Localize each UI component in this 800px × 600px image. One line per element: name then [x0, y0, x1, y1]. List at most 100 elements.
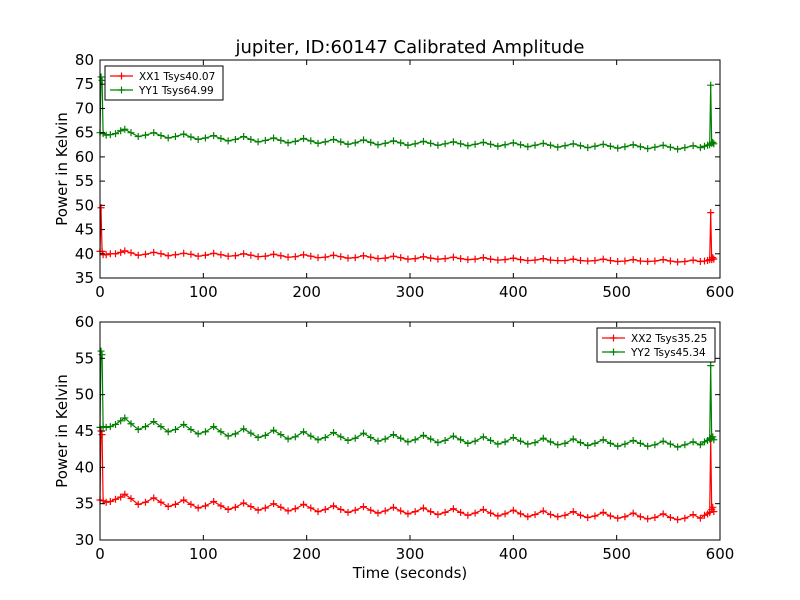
data-point [666, 257, 674, 265]
data-point [554, 257, 562, 265]
data-point [201, 134, 209, 142]
data-point [247, 429, 255, 437]
data-point [389, 252, 397, 260]
data-point [449, 253, 457, 261]
data-point [487, 436, 495, 444]
data-point [636, 439, 644, 447]
data-point [707, 81, 715, 89]
data-point [164, 503, 172, 511]
y-tick-label: 40 [75, 458, 94, 476]
data-point [374, 141, 382, 149]
data-point [696, 514, 704, 522]
data-point [606, 512, 614, 520]
data-point [314, 436, 322, 444]
data-point [606, 439, 614, 447]
data-point [360, 429, 367, 437]
data-point [441, 508, 449, 516]
data-point [291, 505, 299, 513]
data-point [681, 258, 689, 266]
data-point [121, 125, 129, 133]
data-point [561, 257, 569, 265]
data-point [367, 506, 375, 514]
data-point [517, 256, 525, 264]
y-tick-label: 35 [75, 495, 94, 513]
data-point [127, 420, 135, 428]
data-point [134, 251, 142, 259]
data-point [710, 140, 718, 148]
data-point [689, 438, 697, 446]
data-point [427, 435, 435, 443]
x-tick-label: 300 [396, 545, 425, 563]
data-point [701, 142, 708, 150]
data-point [547, 511, 555, 519]
data-point [629, 509, 637, 517]
data-point [547, 141, 555, 149]
data-point [449, 505, 457, 513]
x-tick-label: 400 [499, 545, 528, 563]
data-point [99, 423, 107, 431]
legend-marker [118, 72, 125, 80]
data-point [427, 254, 435, 262]
data-point [121, 414, 129, 422]
data-point [577, 511, 584, 519]
data-point [247, 135, 255, 143]
data-point [411, 140, 419, 148]
legend-label: XX1 Tsys40.07 [139, 71, 215, 83]
data-point [614, 514, 622, 522]
data-point [501, 256, 509, 264]
data-point [337, 138, 345, 146]
data-point [569, 255, 577, 263]
y-tick-label: 30 [75, 531, 94, 549]
data-point [644, 515, 652, 523]
data-point [689, 511, 697, 519]
data-point [117, 248, 125, 256]
data-point [710, 255, 718, 263]
data-point [501, 510, 509, 518]
data-point [344, 508, 352, 516]
data-point [314, 139, 322, 147]
data-point [171, 500, 179, 508]
data-point [254, 253, 262, 261]
data-point [441, 140, 449, 148]
data-point [117, 417, 125, 425]
legend-box [104, 65, 224, 101]
data-point [599, 436, 607, 444]
data-point [180, 420, 188, 428]
data-point [112, 495, 119, 503]
data-point [659, 437, 667, 445]
data-point [330, 251, 338, 259]
data-point [164, 428, 172, 436]
data-point [247, 503, 255, 511]
data-point [479, 433, 487, 441]
data-point [434, 439, 442, 447]
data-point [569, 140, 577, 148]
data-point [539, 434, 547, 442]
x-tick-label: 300 [396, 283, 425, 301]
data-point [150, 494, 158, 502]
data-point [464, 511, 472, 519]
data-point [240, 499, 248, 507]
data-point [314, 508, 322, 516]
data-point [441, 255, 449, 263]
series-2-1 [96, 427, 718, 524]
data-point [187, 133, 195, 141]
data-point [321, 253, 329, 261]
data-point [674, 516, 682, 524]
data-point [524, 143, 532, 151]
data-point [404, 510, 412, 518]
data-point [659, 510, 667, 518]
data-point [224, 252, 232, 260]
data-point [270, 134, 278, 142]
data-point [397, 434, 405, 442]
data-point [141, 423, 149, 431]
legend-marker [118, 86, 125, 94]
data-point [337, 505, 345, 513]
data-point [709, 138, 717, 146]
data-point [584, 513, 592, 521]
data-point [180, 496, 188, 504]
data-point [419, 137, 427, 145]
data-point [449, 432, 457, 440]
y-tick-label: 55 [75, 349, 94, 367]
data-point [674, 258, 682, 266]
data-point [291, 433, 299, 441]
